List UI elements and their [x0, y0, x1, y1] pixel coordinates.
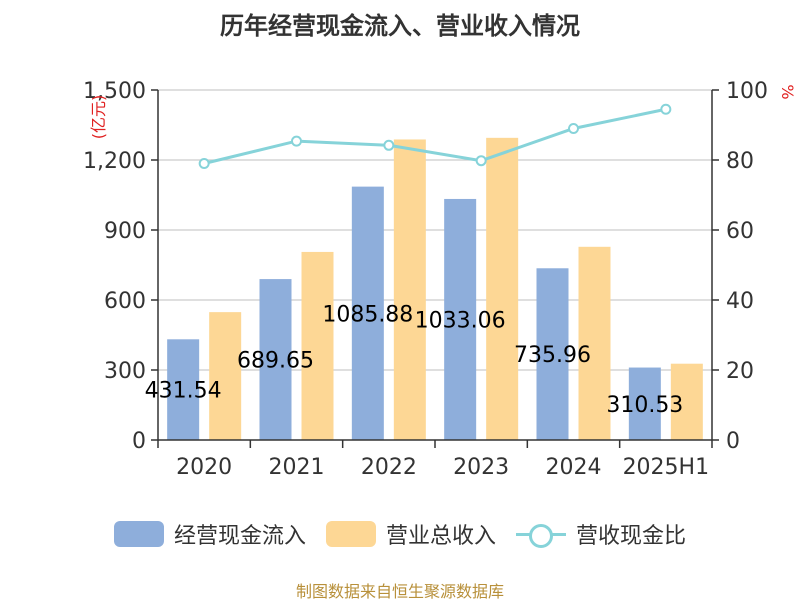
bar-cash-inflow	[444, 198, 477, 440]
bar-revenue	[301, 251, 334, 440]
x-tick-label: 2024	[546, 455, 602, 480]
right-tick-label: 60	[726, 219, 754, 244]
x-tick-label: 2022	[361, 455, 417, 480]
left-tick-label: 300	[104, 359, 146, 384]
grid-lines	[158, 89, 712, 371]
chart-title: 历年经营现金流入、营业收入情况	[220, 12, 580, 40]
x-tick-label: 2023	[453, 455, 509, 480]
bar-cash-inflow	[259, 279, 292, 440]
legend-label-revenue: 营业总收入	[385, 524, 496, 549]
bar-revenue	[393, 139, 426, 440]
right-tick-label: 80	[726, 149, 754, 174]
right-tick-label: 0	[726, 429, 740, 454]
data-label-cash-inflow: 735.96	[514, 343, 591, 368]
legend-swatch-cash-inflow	[113, 521, 164, 547]
axes: 0 300 600 900 1,200 1,500 0 20 40 60 80 100 2020 2021…	[83, 79, 768, 480]
legend-label-cash-inflow: 经营现金流入	[173, 524, 306, 549]
left-tick-label: 900	[104, 219, 146, 244]
bar-cash-inflow	[167, 339, 200, 440]
legend-label-ratio: 营收现金比	[576, 524, 687, 549]
ratio-line-path	[203, 107, 667, 165]
ratio-point	[198, 158, 210, 169]
data-label-cash-inflow: 431.54	[145, 379, 222, 404]
legend: 经营现金流入 营业总收入 营收现金比	[0, 514, 800, 554]
data-label-cash-inflow: 1085.88	[322, 302, 413, 327]
legend-swatch-revenue	[325, 521, 376, 547]
bar-cash-inflow	[628, 367, 661, 440]
data-labels: 431.54 689.65 1085.88 1033.06 735.96 310.53	[145, 302, 684, 417]
bar-cash-inflow	[536, 268, 569, 440]
legend-item-ratio[interactable]: 营收现金比	[516, 518, 686, 550]
data-label-cash-inflow: 310.53	[606, 393, 683, 418]
bar-revenue	[670, 363, 703, 440]
source-note: 制图数据来自恒生聚源数据库	[295, 582, 504, 601]
bar-revenue	[209, 312, 242, 440]
x-tick-label: 2025H1	[623, 455, 710, 480]
ratio-line	[198, 103, 672, 169]
ratio-point	[291, 135, 302, 147]
legend-line-marker-icon	[516, 521, 566, 548]
right-axis-label: %	[778, 84, 797, 99]
bar-revenue	[486, 137, 519, 441]
left-axis-label: (亿元)	[89, 95, 108, 140]
ratio-point	[660, 103, 672, 115]
left-tick-label: 1,500	[83, 79, 146, 104]
legend-item-cash-inflow[interactable]: 经营现金流入	[113, 518, 306, 550]
left-tick-label: 600	[104, 289, 146, 314]
bar-cash-inflow	[351, 186, 384, 440]
right-tick-label: 20	[726, 359, 754, 384]
data-label-cash-inflow: 1033.06	[415, 308, 506, 333]
right-tick-label: 40	[726, 289, 754, 314]
x-tick-label: 2020	[176, 455, 232, 480]
ratio-point	[475, 155, 487, 167]
ratio-point	[383, 139, 395, 151]
data-label-cash-inflow: 689.65	[237, 349, 314, 374]
bar-revenue	[578, 246, 611, 440]
right-tick-label: 100	[726, 79, 768, 104]
ratio-point	[568, 123, 579, 134]
left-tick-label: 1,200	[83, 149, 146, 174]
legend-item-revenue[interactable]: 营业总收入	[325, 518, 496, 550]
left-tick-label: 0	[132, 429, 146, 454]
x-tick-label: 2021	[269, 455, 325, 480]
bars	[167, 137, 703, 441]
